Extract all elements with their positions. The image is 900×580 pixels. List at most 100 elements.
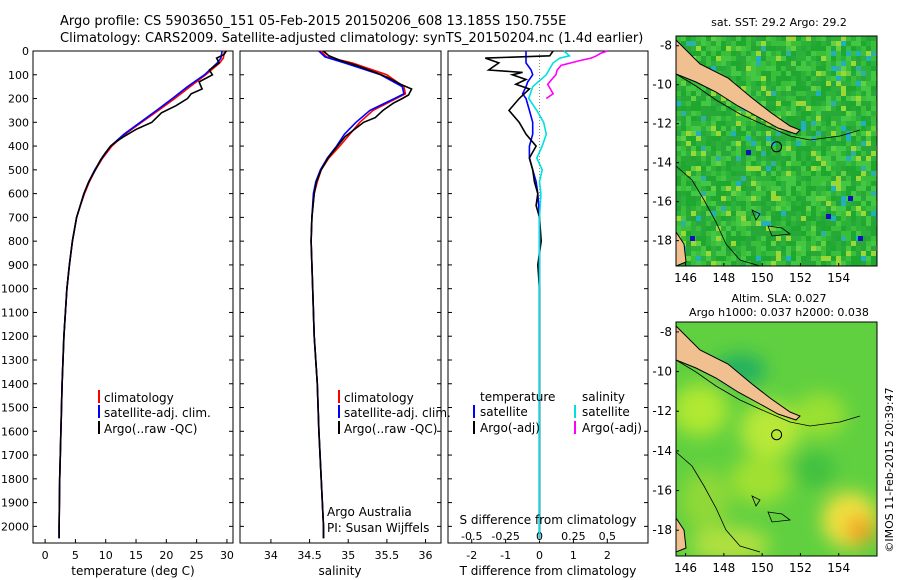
- depth-axis: 0 100 200 300 400 500 600 700 800 900 1000 1100 1200…: [1, 45, 29, 533]
- reef-contour: [676, 165, 761, 266]
- header-title: Argo profile: CS 5903650_151 05-Feb-2015…: [60, 14, 566, 29]
- lat-tick-label: -18: [652, 234, 672, 248]
- lat-tick-label: -16: [652, 195, 672, 209]
- depth-tick-label: 1600: [1, 425, 29, 438]
- depth-tick-label: 0: [22, 45, 29, 58]
- lat-tick-label: -8: [660, 325, 672, 339]
- argo-float-marker: [771, 429, 783, 441]
- temperature-legend: climatology satellite-adj. clim. Argo(..…: [98, 390, 211, 436]
- legend-label-satellite: satellite-adj. clim.: [104, 406, 211, 420]
- sst-map-frame: [675, 35, 878, 267]
- series-salinity-satellite: [527, 50, 572, 539]
- lat-tick-label: -14: [652, 444, 672, 458]
- header-subtitle: Climatology: CARS2009. Satellite-adjuste…: [60, 31, 643, 46]
- depth-tick-label: 600: [8, 188, 29, 201]
- lat-tick-label: -10: [652, 78, 672, 92]
- sst-map-axes: 146 148 150 152 154 -8 -10 -12 -14 -16 -18: [652, 39, 850, 285]
- lon-tick-label: 152: [789, 561, 812, 575]
- lon-tick-label: 146: [674, 271, 697, 285]
- legend-label-s-satellite: satellite: [582, 405, 630, 419]
- legend-heading-salinity: salinity: [582, 390, 625, 404]
- lon-tick-label: 146: [674, 561, 697, 575]
- x-tick-label: 20: [159, 549, 173, 562]
- x-tick-label: 30: [220, 549, 234, 562]
- s-tick-label: -0.5: [461, 530, 482, 543]
- lat-tick-label: -10: [652, 365, 672, 379]
- credit-line-2: PI: Susan Wijffels: [327, 521, 429, 535]
- lon-tick-label: 152: [789, 271, 812, 285]
- s-tick-label: 0.5: [599, 530, 617, 543]
- sla-map-title: Altim. SLA: 0.027: [731, 292, 826, 305]
- depth-tick-label: 400: [8, 140, 29, 153]
- lon-tick-label: 148: [712, 561, 735, 575]
- lon-tick-label: 150: [751, 271, 774, 285]
- x-tick-label: 10: [99, 549, 113, 562]
- x-tick-label: -1: [500, 549, 511, 562]
- legend-label-climatology: climatology: [344, 391, 414, 405]
- series-satellite-adj-clim-: [58, 50, 223, 539]
- cape-york-landmass: [676, 517, 687, 553]
- legend-label-climatology: climatology: [104, 391, 174, 405]
- depth-tick-label: 1400: [1, 378, 29, 391]
- shelf-contour: [676, 73, 861, 141]
- argo-float-marker: [771, 141, 783, 153]
- sla-map-subtitle: Argo h1000: 0.037 h2000: 0.038: [689, 306, 869, 319]
- difference-legend: temperature satellite Argo(-adj) salinit…: [473, 390, 642, 435]
- x-tick-label: 5: [72, 549, 79, 562]
- legend-label-satellite: satellite-adj. clim.: [344, 406, 451, 420]
- difference-xlabel: T difference from climatology: [459, 564, 637, 578]
- lat-tick-label: -12: [652, 117, 672, 131]
- depth-tick-label: 500: [8, 164, 29, 177]
- sst-map-title: sat. SST: 29.2 Argo: 29.2: [711, 16, 847, 29]
- s-tick-label: 0.25: [561, 530, 586, 543]
- lon-tick-label: 148: [712, 271, 735, 285]
- salinity-legend: climatology satellite-adj. clim. Argo(..…: [338, 390, 451, 436]
- lon-tick-label: 150: [751, 561, 774, 575]
- sst-map: 146 148 150 152 154 -8 -10 -12 -14 -16 -18: [652, 35, 878, 285]
- temperature-xlabel: temperature (deg C): [71, 564, 194, 578]
- salinity-xlabel: salinity: [318, 564, 361, 578]
- x-tick-label: 34.5: [297, 549, 322, 562]
- x-tick-label: 15: [129, 549, 143, 562]
- new-guinea-landmass: [676, 39, 801, 135]
- series-argo-raw-qc-: [58, 50, 227, 539]
- depth-tick-label: 200: [8, 93, 29, 106]
- x-tick-label: 35.5: [375, 549, 400, 562]
- salinity-panel: [239, 50, 442, 544]
- x-tick-label: 35: [341, 549, 355, 562]
- legend-label-t-satellite: satellite: [480, 405, 528, 419]
- depth-tick-label: 1700: [1, 449, 29, 462]
- series-salinity-argo-adj-: [545, 50, 608, 100]
- legend-label-argo: Argo(..raw -QC): [104, 422, 197, 436]
- lat-tick-label: -14: [652, 156, 672, 170]
- depth-tick-label: 800: [8, 235, 29, 248]
- sla-map: 146 148 150 152 154 -8 -10 -12 -14 -16 -18: [652, 321, 878, 575]
- s-difference-label: S difference from climatology: [460, 513, 637, 527]
- sla-map-axes: 146 148 150 152 154 -8 -10 -12 -14 -16 -18: [652, 325, 850, 575]
- sst-heatmap-cells: [676, 36, 877, 266]
- series-argo-raw-qc-: [310, 50, 413, 539]
- lat-tick-label: -18: [652, 523, 672, 537]
- depth-tick-label: 1000: [1, 283, 29, 296]
- depth-tick-label: 1300: [1, 354, 29, 367]
- lat-tick-label: -16: [652, 484, 672, 498]
- difference-panel: [447, 50, 649, 544]
- lon-tick-label: 154: [827, 271, 850, 285]
- depth-tick-label: 900: [8, 259, 29, 272]
- depth-tick-label: 2000: [1, 520, 29, 533]
- x-tick-label: 34: [264, 549, 278, 562]
- s-tick-label: -0.25: [491, 530, 519, 543]
- sla-map-frame: [675, 321, 878, 557]
- x-tick-label: 36: [419, 549, 433, 562]
- x-tick-label: -2: [466, 549, 477, 562]
- lat-tick-label: -8: [660, 39, 672, 53]
- new-guinea-landmass: [676, 325, 801, 421]
- series-climatology: [58, 50, 226, 539]
- x-tick-label: 1: [570, 549, 577, 562]
- legend-label-s-argo: Argo(-adj): [582, 421, 642, 435]
- depth-tick-label: 1800: [1, 473, 29, 486]
- footer-stamp: ©IMOS 11-Feb-2015 20:39:47: [883, 387, 896, 552]
- depth-tick-label: 1200: [1, 330, 29, 343]
- depth-tick-label: 1100: [1, 306, 29, 319]
- temperature-panel: [32, 50, 234, 544]
